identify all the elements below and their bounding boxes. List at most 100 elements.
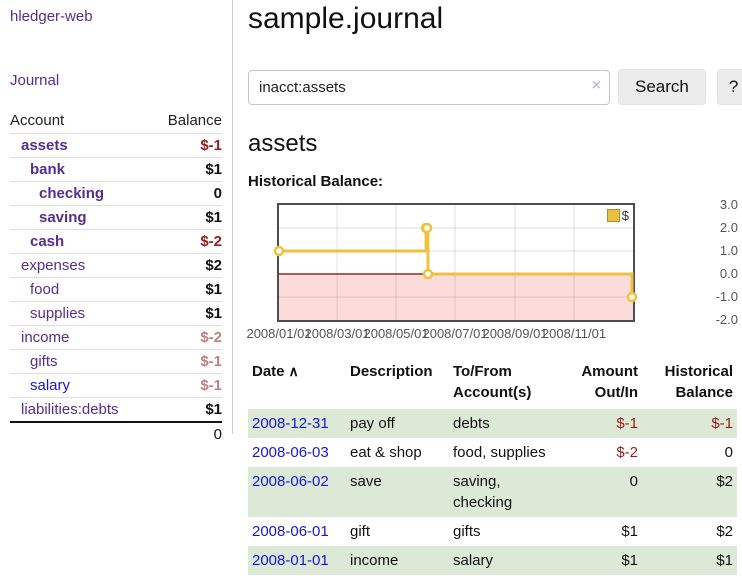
- transaction-date-link[interactable]: 2008-06-02: [252, 473, 329, 490]
- amount-column-header: Amount Out/In: [581, 363, 638, 401]
- account-link-cash[interactable]: cash: [30, 233, 65, 250]
- transaction-amount: $-2: [616, 444, 638, 461]
- account-balance: $2: [151, 253, 222, 278]
- y-tick-label: -2.0: [715, 312, 738, 327]
- account-link-assets[interactable]: assets: [21, 137, 68, 154]
- chart-plot-area: $: [273, 203, 638, 322]
- account-balance: $-2: [151, 229, 222, 254]
- account-row: assets $-1: [10, 133, 222, 158]
- account-balance: $1: [151, 205, 222, 230]
- balance-chart: $ 3.0 2.0 1.0 0.0 -1.0 -2.0 2008/01/01 2008/03/…: [246, 197, 738, 344]
- transaction-balance: $2: [716, 473, 733, 490]
- chart-title: Historical Balance:: [248, 173, 384, 190]
- transaction-row: 2008-06-03 eat & shop food, supplies $-2 0: [248, 438, 737, 467]
- account-link-checking[interactable]: checking: [39, 185, 105, 202]
- search-input[interactable]: [248, 69, 610, 105]
- description-column-header: Description: [350, 363, 433, 380]
- legend-label: $: [621, 208, 629, 223]
- account-row: checking 0: [10, 181, 222, 206]
- account-row: bank $1: [10, 157, 222, 182]
- page-title: sample.journal: [248, 2, 444, 35]
- account-heading: assets: [248, 130, 318, 157]
- search-button[interactable]: Search: [618, 69, 706, 105]
- transaction-date-link[interactable]: 2008-06-01: [252, 523, 329, 540]
- account-link-salary[interactable]: salary: [30, 377, 71, 394]
- account-link-food[interactable]: food: [30, 281, 60, 298]
- transaction-date-link[interactable]: 2008-01-01: [252, 552, 329, 569]
- account-balance: $1: [205, 401, 222, 418]
- account-link-liabilities-debts[interactable]: liabilities:debts: [21, 401, 119, 418]
- account-balance: 0: [151, 181, 222, 206]
- y-tick-label: 1.0: [719, 243, 738, 258]
- account-link-income[interactable]: income: [21, 329, 70, 346]
- transaction-date-link[interactable]: 2008-06-03: [252, 444, 329, 461]
- y-tick-label: -1.0: [715, 289, 738, 304]
- register-table: Date ∧ Description To/From Account(s) Amou…: [248, 359, 737, 575]
- register-body: 2008-12-31 pay off debts $-1 $-1 2008-06-03 ea…: [248, 409, 737, 575]
- x-tick-label: 2008/09/01: [482, 326, 548, 341]
- transaction-date-link[interactable]: 2008-12-31: [252, 415, 329, 432]
- transaction-amount: $1: [621, 523, 638, 540]
- transaction-accounts: saving, checking: [453, 473, 513, 511]
- transaction-accounts: food, supplies: [453, 444, 546, 461]
- transaction-amount: $-1: [616, 415, 638, 432]
- transaction-accounts: salary: [453, 552, 494, 569]
- transaction-accounts: debts: [453, 415, 490, 432]
- main-content: sample.journal × Search ? assets Histori…: [246, 2, 742, 575]
- y-tick-label: 2.0: [719, 220, 738, 235]
- account-link-saving[interactable]: saving: [39, 209, 87, 226]
- transaction-balance: $2: [716, 523, 733, 540]
- account-balance: $-1: [151, 133, 222, 158]
- account-column-header: Account: [10, 110, 152, 134]
- account-row: salary $-1: [10, 373, 222, 398]
- account-balance: $-1: [151, 349, 222, 374]
- transaction-description: income: [350, 552, 399, 569]
- transaction-amount: $1: [621, 552, 638, 569]
- transaction-row: 2008-06-02 save saving, checking 0 $2: [248, 467, 737, 517]
- transaction-description: eat & shop: [350, 444, 422, 461]
- transaction-description: pay off: [350, 415, 395, 432]
- balance-column-header: Balance: [151, 110, 222, 134]
- clear-search-icon[interactable]: ×: [591, 76, 601, 94]
- account-balance: $1: [151, 301, 222, 326]
- transaction-amount: 0: [629, 473, 638, 490]
- transaction-balance: $1: [716, 552, 733, 569]
- transaction-balance: $-1: [711, 415, 733, 432]
- total-balance: 0: [151, 421, 222, 446]
- account-row: expenses $2: [10, 253, 222, 278]
- chart-canvas: [273, 205, 638, 320]
- sort-ascending-icon: ∧: [288, 363, 299, 379]
- help-button[interactable]: ?: [716, 69, 742, 105]
- sidebar-accounts-table: Account Balance assets $-1 bank $1 checking 0…: [10, 110, 222, 446]
- account-balance: $-2: [151, 325, 222, 350]
- transaction-accounts: gifts: [453, 523, 481, 540]
- x-tick-label: 2008/03/01: [304, 326, 370, 341]
- transaction-row: 2008-01-01 income salary $1 $1: [248, 546, 737, 575]
- y-tick-label: 0.0: [719, 266, 738, 281]
- search-box: ×: [248, 69, 610, 105]
- account-row: food $1: [10, 277, 222, 302]
- x-tick-label: 2008/01/01: [246, 326, 312, 341]
- account-row: liabilities:debts $1: [10, 398, 222, 423]
- tofrom-column-header: To/From Account(s): [453, 363, 532, 401]
- brand-link[interactable]: hledger-web: [10, 8, 93, 25]
- x-tick-label: 2008/05/01: [363, 326, 429, 341]
- account-link-bank[interactable]: bank: [30, 161, 66, 178]
- account-link-expenses[interactable]: expenses: [21, 257, 86, 274]
- account-balance: $1: [151, 157, 222, 182]
- sidebar-accounts-body: assets $-1 bank $1 checking 0 saving $1 cash $-2 e…: [10, 133, 222, 423]
- journal-nav-link[interactable]: Journal: [10, 72, 60, 89]
- account-link-gifts[interactable]: gifts: [30, 353, 58, 370]
- account-balance: $-1: [151, 373, 222, 398]
- account-row: supplies $1: [10, 301, 222, 326]
- transaction-row: 2008-12-31 pay off debts $-1 $-1: [248, 409, 737, 438]
- account-row: cash $-2: [10, 229, 222, 254]
- account-link-supplies[interactable]: supplies: [30, 305, 86, 322]
- register-header-row: Date ∧ Description To/From Account(s) Amou…: [248, 359, 737, 409]
- balance-column-header-register: Historical Balance: [664, 363, 733, 401]
- account-row: saving $1: [10, 205, 222, 230]
- transaction-balance: 0: [724, 444, 733, 461]
- date-column-header[interactable]: Date ∧: [252, 363, 299, 380]
- accounts-header-row: Account Balance: [10, 110, 222, 134]
- transaction-description: save: [350, 473, 382, 490]
